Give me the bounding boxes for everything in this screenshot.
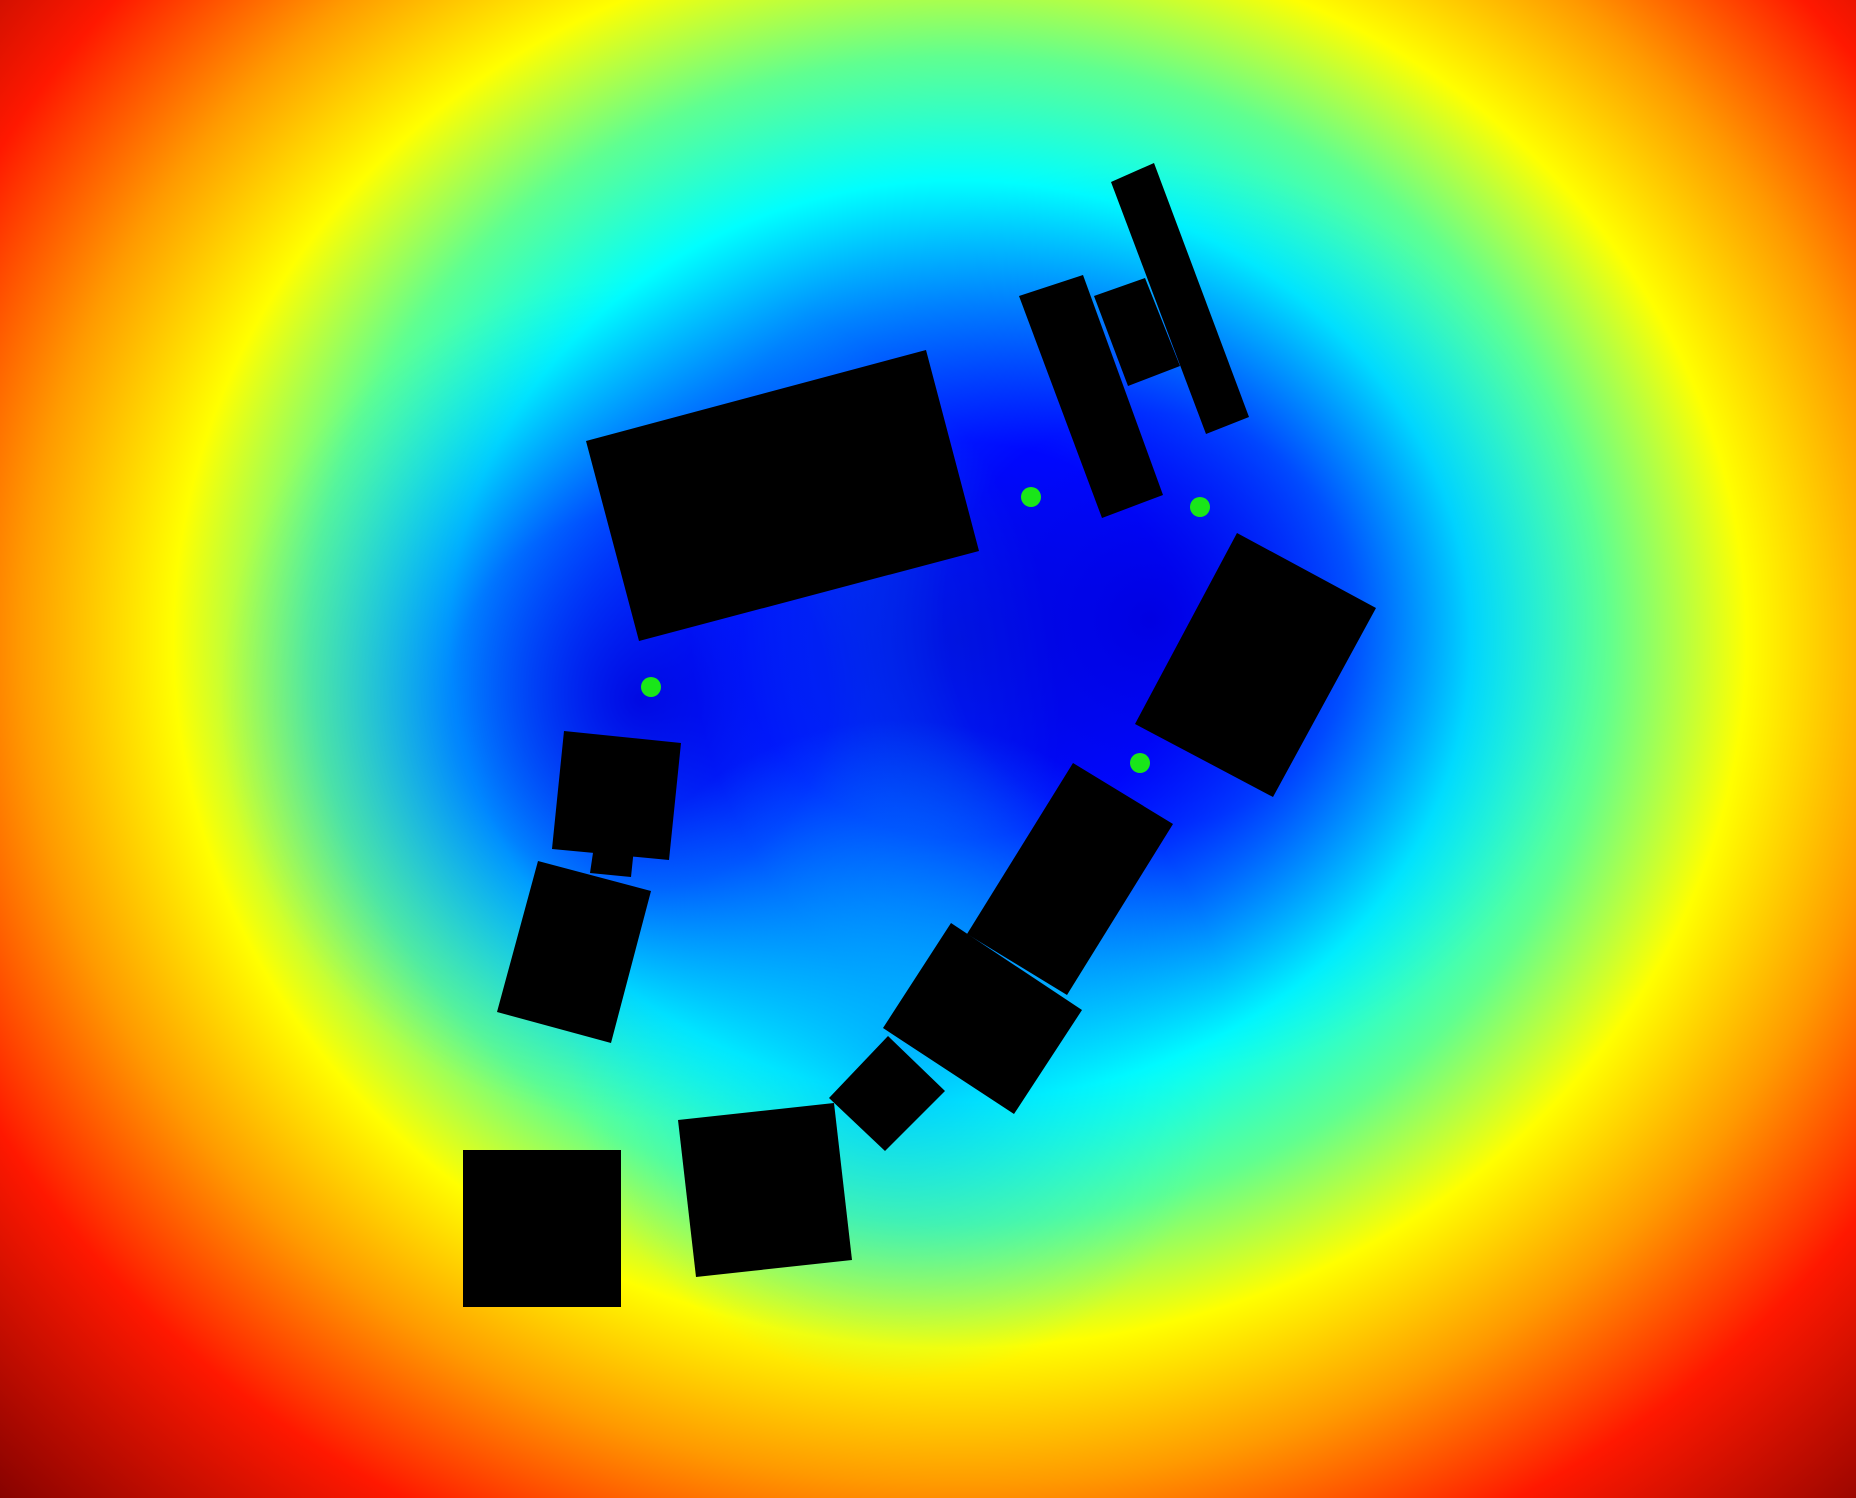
markers	[641, 487, 1210, 773]
obstacle-7	[883, 923, 1082, 1114]
obstacle-1	[586, 350, 979, 641]
obstacle-8	[829, 1036, 945, 1151]
goal-marker-3	[641, 677, 661, 697]
goal-marker-1	[1021, 487, 1041, 507]
obstacle-13	[497, 861, 651, 1043]
obstacle-6	[967, 763, 1173, 995]
obstacles	[463, 163, 1376, 1307]
obstacle-2	[1019, 275, 1163, 518]
goal-marker-4	[1130, 753, 1150, 773]
obstacle-9	[678, 1103, 852, 1277]
obstacle-3	[1111, 163, 1249, 434]
obstacle-11	[552, 731, 681, 860]
obstacle-5	[1135, 533, 1376, 797]
obstacle-12	[590, 846, 634, 877]
goal-marker-2	[1190, 497, 1210, 517]
obstacle-4	[1094, 278, 1180, 386]
obstacle-10	[463, 1150, 621, 1307]
